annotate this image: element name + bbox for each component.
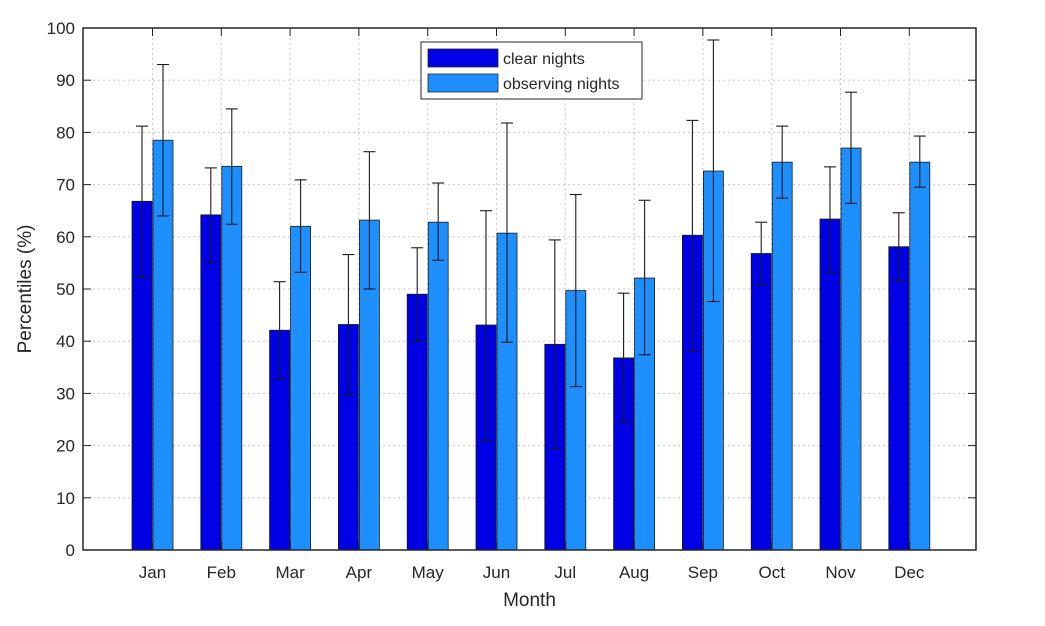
x-tick-label: Jul — [554, 563, 576, 582]
x-tick-label: May — [412, 563, 445, 582]
y-tick-label: 100 — [47, 19, 75, 38]
bar-observing-nights — [909, 161, 931, 551]
bar-observing-nights — [840, 147, 862, 551]
x-tick-label: Nov — [825, 563, 856, 582]
y-axis-label: Percentiles (%) — [15, 225, 36, 354]
bar-clear-nights — [888, 246, 910, 551]
y-tick-label: 10 — [56, 489, 75, 508]
y-tick-label: 60 — [56, 228, 75, 247]
legend-label-clear-nights: clear nights — [503, 51, 585, 68]
x-tick-labels: Jan Feb Mar Apr May Jun Jul Aug Sep Oct Nov Dec — [139, 563, 925, 582]
x-tick-label: Aug — [619, 563, 649, 582]
bar-observing-nights — [290, 225, 312, 551]
x-tick-label: Jun — [483, 563, 510, 582]
y-tick-label: 20 — [56, 437, 75, 456]
y-tick-label: 40 — [56, 332, 75, 351]
legend: clear nights observing nights — [420, 41, 643, 100]
axis-ticks — [83, 27, 976, 551]
y-tick-label: 80 — [56, 123, 75, 142]
x-tick-label: Oct — [758, 563, 785, 582]
y-tick-label: 90 — [56, 71, 75, 90]
x-axis-label: Month — [503, 590, 556, 611]
y-tick-labels: 0 10 20 30 40 50 60 70 80 90 100 — [47, 19, 75, 560]
y-tick-label: 50 — [56, 280, 75, 299]
bar-observing-nights — [771, 161, 793, 551]
bar-clear-nights — [200, 214, 222, 551]
error-bars — [136, 39, 926, 450]
x-tick-label: Feb — [207, 563, 236, 582]
y-tick-label: 70 — [56, 176, 75, 195]
x-tick-label: Sep — [688, 563, 718, 582]
x-tick-label: Dec — [894, 563, 925, 582]
x-tick-label: Apr — [346, 563, 373, 582]
bar-observing-nights — [427, 221, 449, 551]
legend-swatch-clear-nights — [427, 48, 499, 68]
y-tick-label: 0 — [66, 541, 75, 560]
legend-label-observing-nights: observing nights — [503, 76, 620, 93]
y-tick-label: 30 — [56, 384, 75, 403]
legend-swatch-observing-nights — [427, 73, 499, 93]
x-tick-label: Mar — [275, 563, 305, 582]
bars — [131, 139, 931, 551]
bar-clear-nights — [750, 253, 772, 551]
x-tick-label: Jan — [139, 563, 166, 582]
